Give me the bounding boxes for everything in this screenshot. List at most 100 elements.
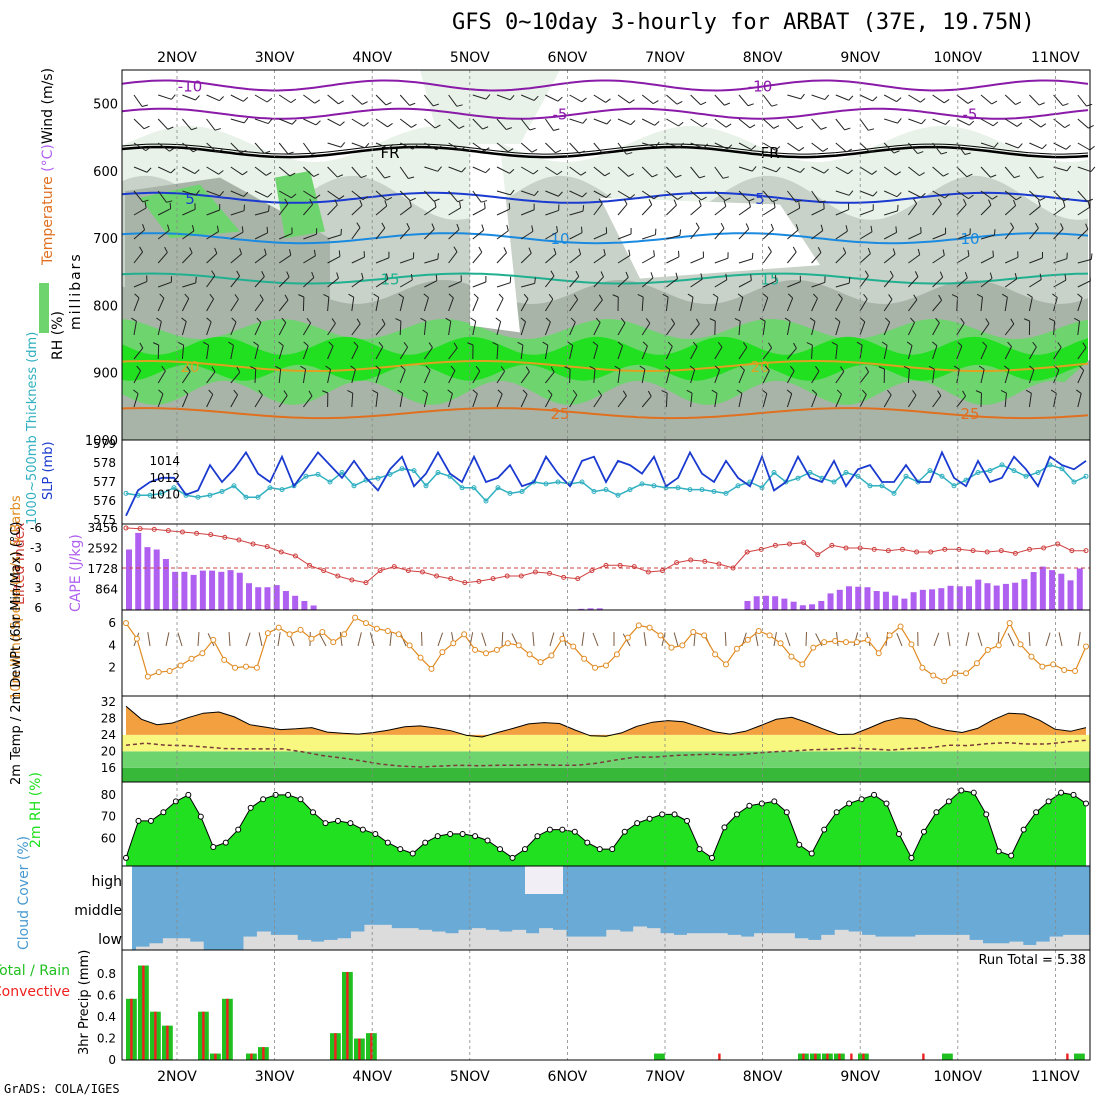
wind-speed-point [1083, 643, 1089, 650]
cape-bar [236, 572, 243, 610]
wind-barb [423, 393, 429, 408]
rh-tick-label: 80 [101, 788, 116, 802]
wind-barb [908, 142, 918, 154]
wind-barb-flag [620, 317, 626, 324]
wind-barb-flag [433, 198, 440, 202]
wind-barb-flag [960, 318, 965, 324]
precip-convective-bar [130, 998, 133, 1060]
wind-barb-flag [1007, 341, 1012, 347]
thickness-point [723, 490, 729, 496]
wind-barb [859, 166, 873, 175]
wind-barb [1029, 257, 1043, 264]
wind-barb-flag [937, 198, 942, 205]
surface-wind-barb [977, 632, 983, 647]
wind-barb-flag [629, 99, 635, 104]
wind-barb [182, 118, 192, 131]
wind-barb [811, 230, 824, 240]
wind-barb-flag [967, 249, 970, 257]
lifted-index-point [434, 573, 440, 579]
wind-barb [1004, 278, 1017, 288]
wind-barb [181, 393, 189, 408]
surface-wind-barb [318, 633, 327, 647]
wind-speed-point [679, 642, 686, 649]
wind-barb-flag [859, 317, 866, 323]
isotherm-label: -5 [963, 106, 978, 124]
wind-barb [472, 207, 486, 216]
wind-speed-point [603, 662, 609, 669]
wind-barb [520, 166, 534, 175]
wind-barb-flag [420, 317, 427, 322]
wind-barb-flag [520, 317, 526, 323]
wind-barb-flag [580, 171, 587, 176]
wind-barb [206, 298, 215, 312]
wind-barb-flag [920, 192, 926, 198]
lifted-index-point [363, 580, 369, 586]
wind-barb [980, 346, 988, 360]
wind-barb [472, 251, 483, 264]
lifted-index-point [801, 540, 807, 546]
li-tick-label: -3 [30, 541, 42, 555]
wind-speed-point [919, 664, 926, 671]
wind-barb [399, 142, 414, 150]
wind-barb [665, 297, 669, 312]
panel-label-precip: 3hr Precip (mm) [77, 950, 92, 1055]
wind-barb [859, 321, 866, 336]
rh2m-point [135, 817, 142, 824]
cape-bar [864, 587, 871, 610]
lifted-index-point [561, 574, 567, 580]
cape-bar [762, 595, 769, 610]
precip-convective-bar [166, 1025, 169, 1060]
wind-barb [423, 297, 429, 312]
wind-barb-flag [734, 317, 741, 322]
wind-barb-flag [872, 96, 878, 102]
low-cloud-bar [646, 928, 661, 950]
low-cloud-bar [888, 936, 903, 950]
wind-speed-point [744, 636, 751, 643]
wind-barb [932, 254, 945, 264]
rh2m-point [1020, 826, 1027, 833]
cape-bar [938, 588, 945, 610]
wind-barb [932, 345, 938, 360]
wind-barb [883, 394, 892, 408]
wind-barb [908, 254, 921, 264]
wind-barb-flag [264, 150, 271, 154]
wind-barb-flag [460, 146, 466, 151]
wind-barb-flag [799, 167, 805, 173]
cape-bar [246, 583, 252, 610]
wind-barb [932, 233, 946, 240]
wind-barb [544, 345, 549, 360]
precip-convective-bar [250, 1053, 253, 1060]
low-cloud-bar [418, 929, 433, 950]
wind-barb [182, 282, 196, 288]
wind-barb [980, 142, 995, 148]
wind-barb [859, 209, 874, 216]
wind-barb-flag [533, 95, 539, 101]
low-cloud-bar [350, 931, 365, 950]
thickness-point [519, 489, 525, 494]
wind-barb-flag [834, 317, 841, 323]
wind-barb [133, 229, 145, 240]
cape-bar [1012, 582, 1019, 610]
wind-barb-flag [456, 223, 460, 230]
wind-barb-flag [525, 366, 530, 372]
cape-bar [790, 601, 797, 610]
wind-barb [1028, 346, 1037, 360]
wind-barb-flag [1027, 293, 1033, 298]
precip-tick-label: 0.8 [97, 967, 116, 981]
wind-barb [1004, 346, 1013, 360]
wind-barb [641, 322, 651, 336]
wind-barb [206, 345, 210, 360]
wind-barb-flag [281, 317, 287, 323]
wind-barb-flag [485, 168, 491, 174]
wind-barb-flag [717, 341, 723, 348]
wind-barb-flag [881, 341, 888, 346]
wind-speed-point [755, 627, 762, 634]
wind-barb [617, 142, 627, 155]
wind-barb-flag [992, 121, 999, 127]
wind-barb-flag [1077, 293, 1083, 299]
bottom-day-label: 2NOV [157, 1069, 197, 1085]
wind-barb [327, 345, 334, 360]
wind-barb-flag [795, 199, 802, 203]
wind-barb-flag [747, 103, 754, 107]
wind-barb [1029, 142, 1043, 150]
